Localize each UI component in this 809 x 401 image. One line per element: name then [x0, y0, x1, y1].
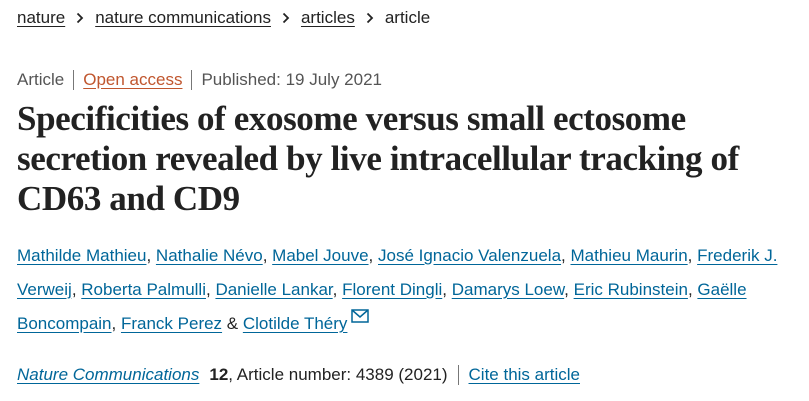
author-separator: , [206, 280, 216, 299]
author-separator: , [687, 246, 698, 265]
author-separator: , [71, 280, 82, 299]
author-link[interactable]: Mathilde Mathieu [17, 246, 147, 265]
author-link[interactable]: Nathalie Névo [155, 246, 263, 265]
open-access-link[interactable]: Open access [83, 70, 183, 89]
author-separator: , [442, 280, 452, 299]
author-link[interactable]: Gaëlle Boncompain [17, 280, 747, 333]
author-list: Mathilde Mathieu, Nathalie Névo, Mabel J… [17, 239, 797, 341]
article-type: Article [17, 70, 65, 89]
breadcrumb: nature nature communications articles artic… [17, 7, 430, 29]
author-separator: , [368, 246, 378, 265]
author-link[interactable]: Danielle Lankar [215, 280, 333, 299]
author-link[interactable]: Florent Dingli [342, 280, 443, 299]
author-separator: & [222, 314, 243, 333]
author-separator: , [262, 246, 273, 265]
email-icon[interactable] [351, 309, 370, 323]
author-separator: , [111, 314, 121, 333]
chevron-icon [77, 12, 84, 24]
author-link[interactable]: Franck Perez [120, 314, 223, 333]
author-link[interactable]: Mabel Jouve [272, 246, 369, 265]
article-title: Specificities of exosome versus small ec… [17, 99, 739, 218]
article-number: , Article number: 4389 (2021) [228, 365, 448, 384]
breadcrumb-link[interactable]: articles [300, 8, 355, 27]
author-link[interactable]: Roberta Palmulli [81, 280, 206, 299]
author-link[interactable]: Mathieu Maurin [570, 246, 688, 265]
author-separator: , [332, 280, 343, 299]
chevron-icon [282, 12, 290, 24]
author-link[interactable]: Frederik J. Verweij [17, 246, 778, 299]
article-meta: Article Open access Published: 19 July 2… [17, 69, 391, 91]
author-separator: , [564, 280, 574, 299]
chevron-icon [366, 12, 374, 24]
breadcrumb-current: article [384, 8, 431, 27]
author-link[interactable]: Eric Rubinstein [573, 280, 688, 299]
author-separator: , [146, 246, 156, 265]
breadcrumb-link[interactable]: nature communications [95, 8, 271, 27]
author-link[interactable]: Clotilde Théry [242, 314, 348, 333]
author-link[interactable]: Damarys Loew [451, 280, 565, 299]
breadcrumb-link[interactable]: nature [17, 8, 66, 27]
author-link[interactable]: José Ignacio Valenzuela [378, 246, 562, 265]
journal-link[interactable]: Nature Communications [17, 365, 200, 384]
author-separator: , [561, 246, 571, 265]
volume: 12 [209, 365, 229, 384]
cite-link[interactable]: Cite this article [457, 365, 580, 385]
citation: Nature Communications 12 , Article numbe… [17, 363, 580, 387]
author-separator: , [687, 280, 698, 299]
published-date: Published: 19 July 2021 [191, 70, 391, 90]
